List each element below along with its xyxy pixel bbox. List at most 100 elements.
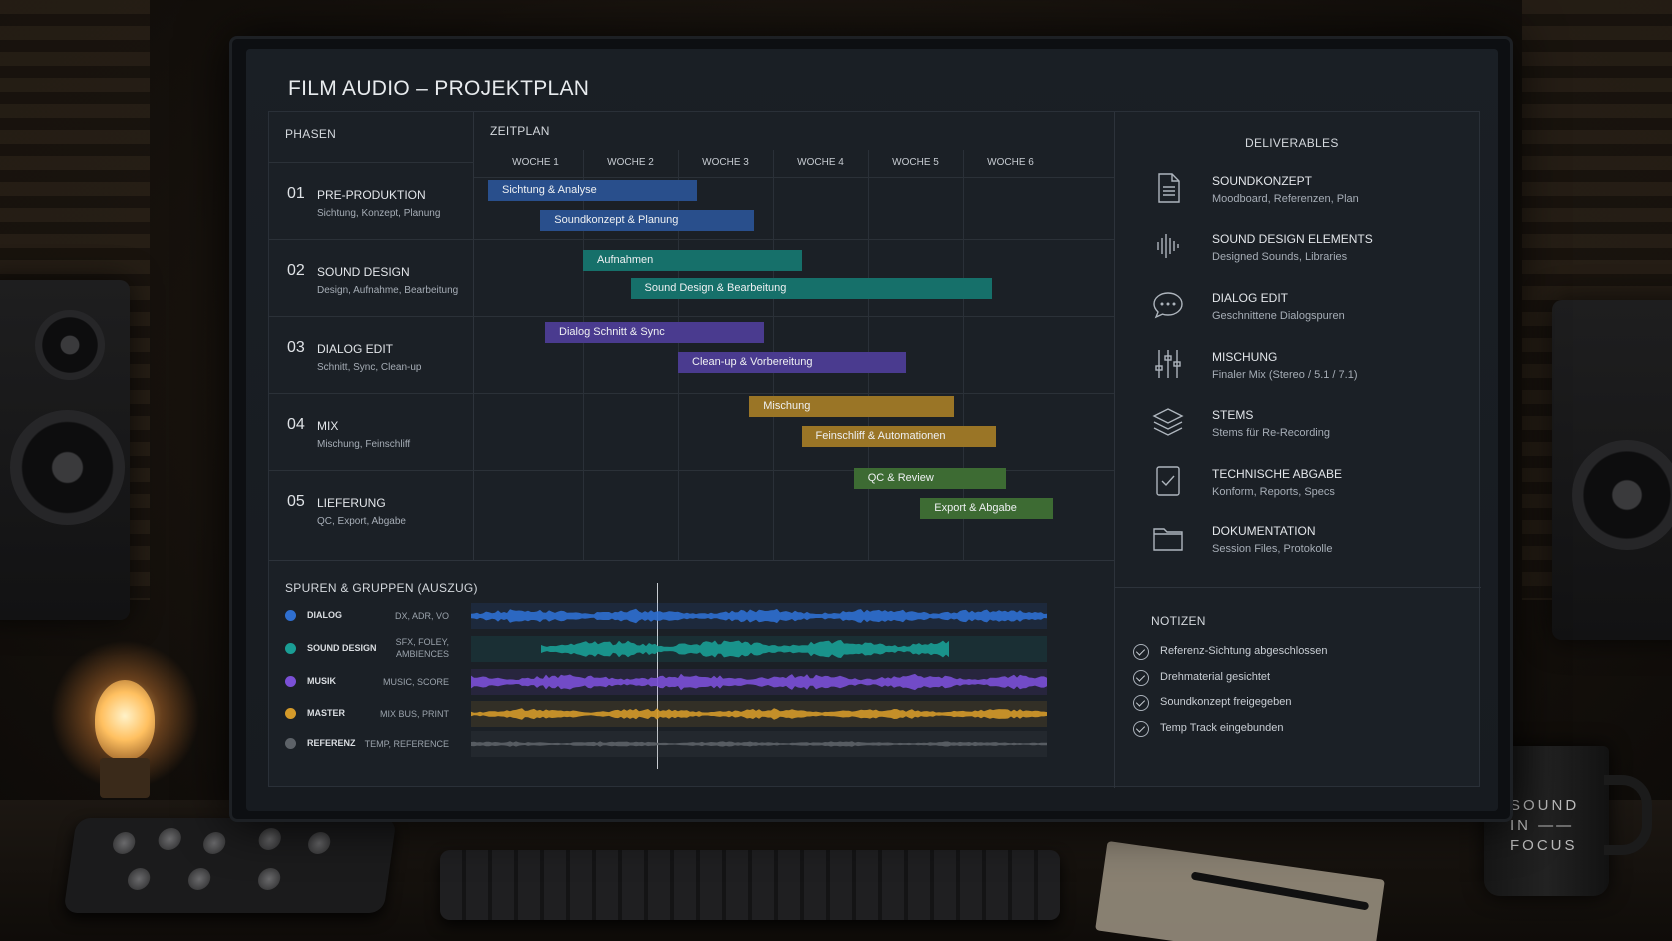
deliverable-description: Stems für Re-Recording [1212, 427, 1330, 439]
deliverable-description: Session Files, Protokolle [1212, 543, 1333, 555]
task-bar[interactable]: Sichtung & Analyse [488, 180, 697, 201]
track-waveform[interactable] [471, 601, 1047, 631]
track-tag: SFX, FOLEY, AMBIENCES [395, 637, 449, 659]
phase-name: PRE-PRODUKTION [317, 188, 426, 202]
note-text: Referenz-Sichtung abgeschlossen [1160, 645, 1328, 657]
phases-header: PHASEN [285, 127, 337, 141]
phase-description: Sichtung, Konzept, Planung [317, 208, 441, 219]
phase-name: MIX [317, 419, 339, 433]
phase-row[interactable]: 04 MIX Mischung, Feinschliff [269, 393, 474, 470]
phase-description: Design, Aufnahme, Bearbeitung [317, 285, 459, 296]
deliverable-item[interactable]: SOUND DESIGN ELEMENTS Designed Sounds, Li… [1115, 228, 1482, 286]
track-name: SOUND DESIGN [307, 643, 377, 653]
track-waveform[interactable] [471, 634, 1047, 664]
track-tag: MIX BUS, PRINT [379, 709, 449, 719]
deliverable-description: Konform, Reports, Specs [1212, 486, 1335, 498]
note-text: Drehmaterial gesichtet [1160, 670, 1271, 683]
phase-row[interactable]: 02 SOUND DESIGN Design, Aufnahme, Bearbe… [269, 239, 474, 316]
track-waveform[interactable] [471, 699, 1047, 729]
track-tag: DX, ADR, VO [394, 611, 449, 621]
phase-number: 03 [287, 339, 305, 356]
track-tag: TEMP, REFERENCE [364, 739, 449, 749]
note-text: Soundkonzept freigegeben [1160, 696, 1292, 708]
track-tag: MUSIC, SCORE [382, 677, 449, 687]
notes-panel: NOTIZEN Referenz-Sichtung abgeschlossen D… [1114, 588, 1481, 788]
speech-bubble-icon [1150, 287, 1186, 323]
deliverable-item[interactable]: MISCHUNG Finaler Mix (Stereo / 5.1 / 7.1) [1115, 346, 1482, 404]
track-name: MASTER [307, 708, 345, 718]
track-color-dot [285, 643, 296, 654]
timeline-header: ZEITPLAN [490, 124, 550, 138]
deliverable-title: DOKUMENTATION [1212, 524, 1316, 538]
deliverable-title: DIALOG EDIT [1212, 291, 1289, 305]
check-circle-icon [1133, 695, 1149, 711]
track-color-dot [285, 610, 296, 621]
deliverable-description: Finaler Mix (Stereo / 5.1 / 7.1) [1212, 369, 1358, 381]
task-bar[interactable]: Soundkonzept & Planung [540, 210, 754, 231]
mug-handle [1604, 775, 1652, 855]
layers-icon [1150, 404, 1186, 440]
deliverable-item[interactable]: DOKUMENTATION Session Files, Protokolle [1115, 520, 1482, 578]
checked-document-icon [1150, 463, 1186, 499]
deliverable-item[interactable]: SOUNDKONZEPT Moodboard, Referenzen, Plan [1115, 170, 1482, 228]
track-name: REFERENZ [307, 738, 356, 748]
phase-description: Mischung, Feinschliff [317, 439, 411, 450]
project-plan-panel: PHASEN 01 PRE-PRODUKTION Sichtung, Konze… [268, 111, 1481, 788]
track-row[interactable]: MASTER MIX BUS, PRINT [269, 699, 1114, 729]
phase-description: QC, Export, Abgabe [317, 516, 406, 527]
deliverable-description: Designed Sounds, Libraries [1212, 251, 1348, 263]
track-name: DIALOG [307, 610, 342, 620]
track-row[interactable]: DIALOG DX, ADR, VO [269, 601, 1114, 631]
studio-speaker-left [0, 280, 130, 620]
folder-icon [1150, 520, 1186, 556]
phase-number: 05 [287, 493, 305, 510]
check-circle-icon [1133, 644, 1149, 660]
task-bar[interactable]: QC & Review [853, 468, 1006, 489]
phase-name: SOUND DESIGN [317, 265, 410, 279]
deliverable-description: Moodboard, Referenzen, Plan [1212, 193, 1359, 205]
lamp-bulb [95, 680, 155, 760]
phase-name: DIALOG EDIT [317, 342, 394, 356]
task-bar[interactable]: Export & Abgabe [920, 498, 1054, 519]
week-header: WOCHE 2 [607, 157, 654, 168]
week-header: WOCHE 4 [797, 157, 844, 168]
phase-row[interactable]: 03 DIALOG EDIT Schnitt, Sync, Clean-up [269, 316, 474, 393]
deliverable-item[interactable]: TECHNISCHE ABGABE Konform, Reports, Specs [1115, 463, 1482, 521]
phase-description: Schnitt, Sync, Clean-up [317, 362, 422, 373]
deliverable-title: MISCHUNG [1212, 350, 1278, 364]
track-row[interactable]: SOUND DESIGN SFX, FOLEY, AMBIENCES [269, 634, 1114, 664]
notes-header: NOTIZEN [1151, 614, 1206, 628]
track-name: MUSIK [307, 676, 336, 686]
week-header: WOCHE 1 [512, 157, 559, 168]
check-circle-icon [1133, 720, 1149, 737]
track-row[interactable]: MUSIK MUSIC, SCORE [269, 667, 1114, 697]
task-bar[interactable]: Mischung [749, 396, 954, 417]
deliverable-description: Geschnittene Dialogspuren [1212, 310, 1345, 322]
phase-name: LIEFERUNG [317, 496, 386, 510]
playhead[interactable] [657, 583, 658, 769]
deliverable-title: TECHNISCHE ABGABE [1212, 467, 1343, 481]
deliverable-title: STEMS [1212, 408, 1254, 422]
phase-number: 04 [287, 416, 305, 433]
studio-speaker-right [1552, 300, 1672, 640]
task-bar[interactable]: Feinschliff & Automationen [801, 426, 997, 447]
task-bar[interactable]: Dialog Schnitt & Sync [545, 322, 764, 343]
deliverables-panel: DELIVERABLES SOUNDKONZEPT Moodboard, Refe… [1114, 112, 1481, 588]
tracks-header: SPUREN & GRUPPEN (AUSZUG) [285, 581, 478, 595]
track-color-dot [285, 676, 296, 687]
keyboard [440, 850, 1060, 920]
deliverable-item[interactable]: STEMS Stems für Re-Recording [1115, 404, 1482, 462]
audio-controller [63, 818, 397, 913]
track-waveform[interactable] [471, 667, 1047, 697]
task-bar[interactable]: Aufnahmen [583, 250, 802, 271]
track-color-dot [285, 738, 296, 749]
track-row[interactable]: REFERENZ TEMP, REFERENCE [269, 729, 1114, 759]
track-color-dot [285, 708, 296, 719]
task-bar[interactable]: Clean-up & Vorbereitung [678, 352, 906, 373]
phase-row[interactable]: 05 LIEFERUNG QC, Export, Abgabe [269, 470, 474, 560]
task-bar[interactable]: Sound Design & Bearbeitung [630, 278, 992, 299]
phase-row[interactable]: 01 PRE-PRODUKTION Sichtung, Konzept, Pla… [269, 162, 474, 239]
phase-number: 01 [287, 185, 305, 202]
deliverable-item[interactable]: DIALOG EDIT Geschnittene Dialogspuren [1115, 287, 1482, 345]
track-waveform[interactable] [471, 729, 1047, 759]
